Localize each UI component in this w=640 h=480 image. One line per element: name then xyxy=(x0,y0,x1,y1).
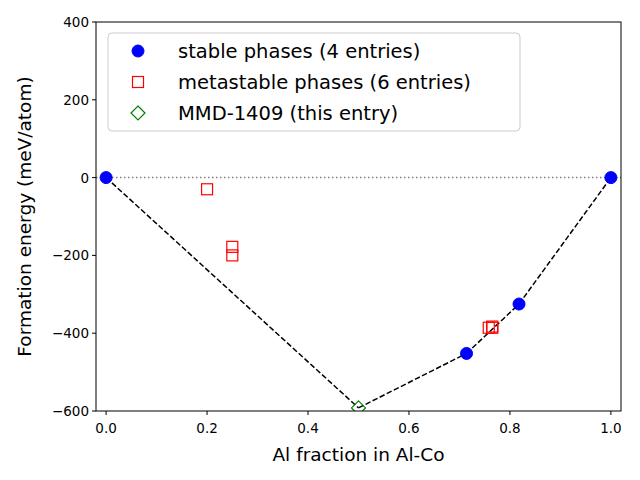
legend-label: stable phases (4 entries) xyxy=(178,40,420,63)
point xyxy=(461,347,473,359)
hull-segment xyxy=(106,178,358,408)
y-tick-label: −200 xyxy=(52,247,89,263)
legend: stable phases (4 entries) metastable phas… xyxy=(108,33,520,131)
x-tick-label: 1.0 xyxy=(600,420,621,436)
chart-svg: 0.0 0.2 0.4 0.6 0.8 1.0 400 200 0 −200 −400 −600 Al … xyxy=(0,0,640,480)
y-tick xyxy=(92,411,96,412)
x-tick xyxy=(308,411,309,415)
hull-segment xyxy=(359,353,467,407)
x-tick xyxy=(106,411,107,415)
point xyxy=(352,401,366,411)
y-tick xyxy=(92,177,96,178)
legend-box xyxy=(108,33,520,131)
x-tick-label: 0.4 xyxy=(297,420,318,436)
point xyxy=(227,241,238,252)
y-tick-label: 400 xyxy=(63,14,89,30)
plot-area xyxy=(96,172,621,411)
y-axis-label: Formation energy (meV/atom) xyxy=(14,76,35,356)
axes-frame xyxy=(96,22,621,411)
y-tick xyxy=(92,99,96,100)
x-tick-label: 0.2 xyxy=(196,420,217,436)
point xyxy=(202,184,213,195)
x-tick-label: 0.0 xyxy=(95,420,116,436)
legend-label: metastable phases (6 entries) xyxy=(178,71,471,94)
point xyxy=(605,172,617,184)
legend-marker xyxy=(133,77,144,88)
x-axis-label: Al fraction in Al-Co xyxy=(272,444,444,465)
x-tick-label: 0.8 xyxy=(499,420,520,436)
y-tick-label: −600 xyxy=(52,403,89,419)
legend-marker xyxy=(132,45,144,57)
legend-label: MMD-1409 (this entry) xyxy=(178,102,398,125)
point xyxy=(487,321,498,332)
y-tick xyxy=(92,255,96,256)
x-tick xyxy=(610,411,611,415)
point xyxy=(100,172,112,184)
y-tick-label: −400 xyxy=(52,325,89,341)
x-tick xyxy=(408,411,409,415)
x-tick xyxy=(207,411,208,415)
zero-line xyxy=(96,177,621,179)
y-tick xyxy=(92,22,96,23)
hull-segment xyxy=(467,304,520,353)
x-tick-label: 0.6 xyxy=(398,420,419,436)
chart-container: 0.0 0.2 0.4 0.6 0.8 1.0 400 200 0 −200 −400 −600 Al … xyxy=(0,0,640,480)
hull-segment xyxy=(519,178,611,304)
y-tick xyxy=(92,333,96,334)
legend-marker xyxy=(131,106,145,120)
point xyxy=(227,250,238,261)
background xyxy=(0,0,640,480)
x-tick xyxy=(509,411,510,415)
y-tick-label: 200 xyxy=(63,92,89,108)
point xyxy=(513,298,525,310)
y-tick-label: 0 xyxy=(80,170,89,186)
